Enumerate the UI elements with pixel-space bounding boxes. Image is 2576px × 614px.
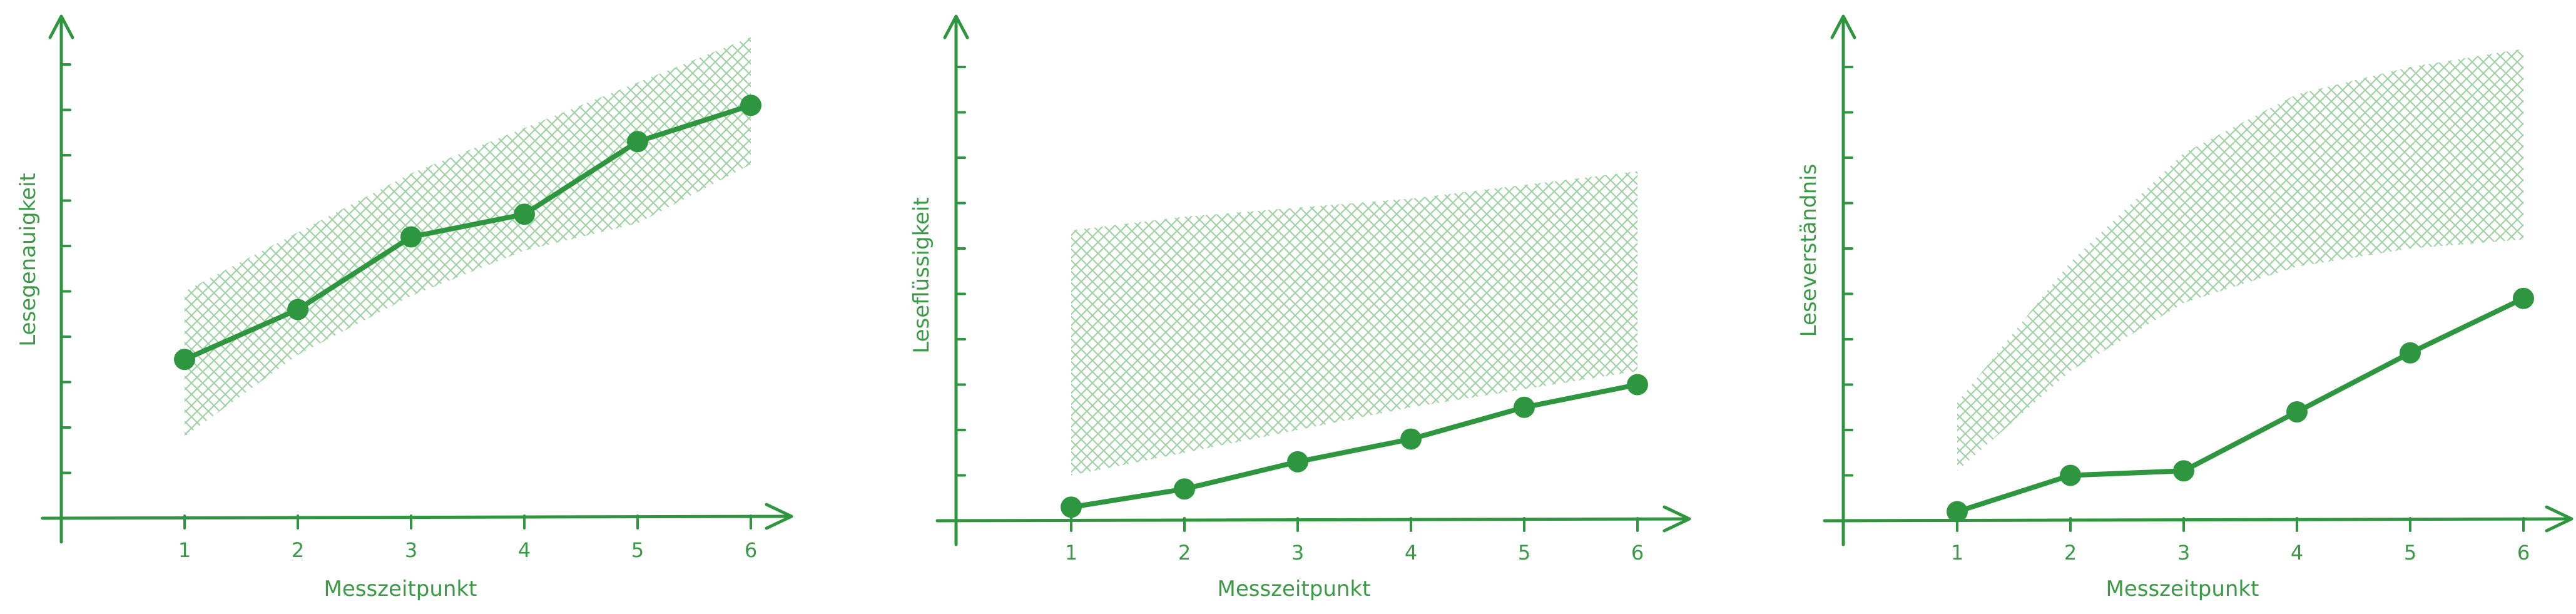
series-line	[1069, 382, 1640, 510]
x-axis-line	[1823, 517, 2571, 523]
x-tick-label: 3	[1291, 541, 1304, 565]
x-ticks: 1 2 3 4 5 6	[178, 514, 757, 562]
x-tick-label: 3	[405, 538, 417, 562]
x-tick-label: 3	[2177, 541, 2190, 565]
band-area	[185, 37, 751, 437]
band-area	[1071, 171, 1637, 476]
range-band	[1957, 49, 2523, 471]
y-axis-arrow	[1830, 14, 1856, 39]
series-line-path	[1955, 295, 2526, 514]
series-line-path	[1069, 382, 1640, 510]
y-ticks	[955, 66, 966, 477]
series-line	[1955, 295, 2526, 514]
x-axis-arrow	[2545, 505, 2573, 533]
series-points	[174, 95, 761, 371]
chart-leseverstandnis: 1 2 3 4 5 6 Messzeitpunkt Leseverständnis	[1796, 14, 2573, 601]
x-tick-label: 1	[178, 538, 191, 562]
axes	[935, 14, 1691, 546]
axes	[1823, 14, 2573, 546]
chart-lesegenauigkeit: 1 2 3 4 5 6 Messzeitpunkt Lesegenauigkeit	[16, 14, 793, 601]
x-tick-label: 2	[292, 538, 304, 562]
chart-leseflussigkeit: 1 2 3 4 5 6 Messzeitpunkt Leseflüssigkeit	[909, 14, 1691, 601]
range-band	[1071, 171, 1637, 476]
x-tick-label: 6	[2517, 541, 2530, 565]
axes	[41, 14, 793, 544]
data-point	[287, 299, 308, 320]
x-tick-label: 4	[2291, 541, 2303, 565]
y-ticks	[60, 63, 71, 474]
data-point	[1061, 496, 1082, 518]
data-point	[514, 203, 535, 225]
x-tick-label: 4	[1405, 541, 1417, 565]
x-tick-label: 1	[1065, 541, 1077, 565]
y-axis-title: Leseflüssigkeit	[909, 197, 934, 354]
x-tick-label: 5	[2404, 541, 2416, 565]
data-point	[1947, 501, 1968, 523]
y-axis-title: Lesegenauigkeit	[16, 173, 41, 347]
data-point	[2513, 287, 2534, 309]
data-point	[174, 349, 195, 371]
data-point	[2286, 401, 2308, 422]
data-point	[2060, 464, 2081, 486]
x-tick-label: 5	[1518, 541, 1530, 565]
y-axis-arrow	[48, 14, 74, 39]
y-axis-title: Leseverständnis	[1796, 164, 1821, 337]
x-axis-line	[41, 514, 791, 520]
x-tick-label: 6	[745, 538, 757, 562]
data-point	[1627, 374, 1648, 396]
data-point	[627, 131, 648, 153]
y-ticks	[1842, 66, 1853, 477]
range-band	[185, 37, 751, 437]
data-point	[1400, 428, 1422, 450]
x-tick-label: 2	[2064, 541, 2077, 565]
series-line	[182, 103, 753, 362]
band-area	[1957, 49, 2523, 471]
x-tick-label: 1	[1951, 541, 1963, 565]
series-points	[1061, 374, 1648, 518]
x-tick-label: 5	[631, 538, 644, 562]
x-tick-label: 2	[1178, 541, 1191, 565]
y-axis-arrow	[943, 14, 969, 39]
data-point	[400, 226, 422, 248]
x-axis-line	[935, 517, 1689, 523]
x-ticks: 1 2 3 4 5 6	[1065, 517, 1644, 565]
data-point	[740, 95, 761, 116]
data-point	[1287, 451, 1308, 473]
x-tick-label: 4	[518, 538, 531, 562]
x-axis-title: Messzeitpunkt	[2106, 576, 2259, 601]
series-points	[1947, 287, 2534, 523]
x-axis-arrow	[765, 503, 793, 530]
x-axis-title: Messzeitpunkt	[1218, 576, 1371, 601]
x-ticks: 1 2 3 4 5 6	[1951, 517, 2530, 565]
data-point	[2400, 342, 2421, 364]
data-point	[1174, 478, 1195, 500]
x-axis-arrow	[1662, 505, 1691, 533]
x-tick-label: 6	[1631, 541, 1644, 565]
series-line-path	[182, 103, 753, 362]
data-point	[2173, 460, 2194, 482]
x-axis-title: Messzeitpunkt	[324, 576, 477, 601]
data-point	[1514, 396, 1535, 418]
